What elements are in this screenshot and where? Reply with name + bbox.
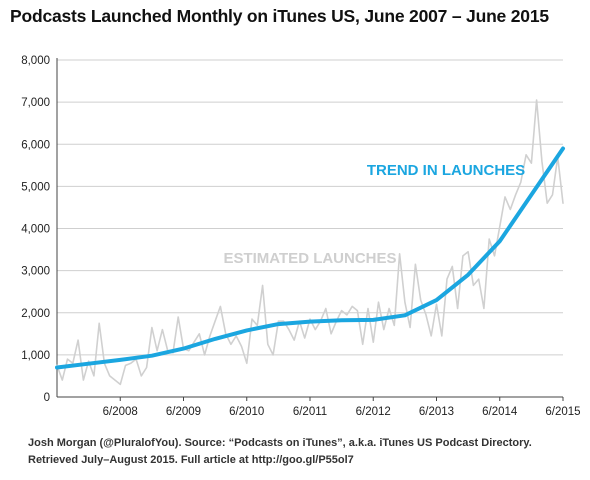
x-tick-label: 6/2010 bbox=[229, 406, 264, 418]
series bbox=[55, 99, 565, 386]
axes: 0 1,000 2,000 3,000 4,000 5,000 6,000 7,000 8,00… bbox=[21, 55, 580, 418]
y-tick-label: 4,000 bbox=[21, 224, 50, 236]
x-tick-label: 6/2008 bbox=[103, 406, 138, 418]
gridlines bbox=[57, 59, 563, 356]
y-tick-label: 0 bbox=[44, 392, 50, 404]
source-note-line-2: Retrieved July–August 2015. Full article… bbox=[28, 454, 354, 466]
y-tick-label: 8,000 bbox=[21, 55, 50, 67]
y-tick-label: 7,000 bbox=[21, 97, 50, 109]
y-tick-label: 3,000 bbox=[21, 266, 50, 278]
y-tick-label: 2,000 bbox=[21, 308, 50, 320]
trend-line bbox=[55, 146, 565, 370]
y-tick-label: 6,000 bbox=[21, 139, 50, 151]
x-tick-label: 6/2012 bbox=[356, 406, 391, 418]
x-tick-label: 6/2009 bbox=[166, 406, 201, 418]
estimated-launches-line bbox=[56, 99, 564, 386]
x-tick-label: 6/2014 bbox=[482, 406, 518, 418]
x-tick-label: 6/2015 bbox=[545, 406, 580, 418]
x-tick-label: 6/2011 bbox=[293, 406, 327, 418]
y-tick-label: 1,000 bbox=[21, 350, 50, 362]
source-note-line-1: Josh Morgan (@PluralofYou). Source: “Pod… bbox=[28, 437, 532, 449]
series-label-estimated: ESTIMATED LAUNCHES bbox=[223, 250, 396, 267]
series-label-trend: TREND IN LAUNCHES bbox=[367, 162, 525, 179]
series-labels: ESTIMATED LAUNCHES TREND IN LAUNCHES bbox=[223, 162, 525, 267]
y-tick-label: 5,000 bbox=[21, 181, 50, 193]
chart-title: Podcasts Launched Monthly on iTunes US, … bbox=[10, 6, 549, 26]
x-tick-label: 6/2013 bbox=[419, 406, 454, 418]
